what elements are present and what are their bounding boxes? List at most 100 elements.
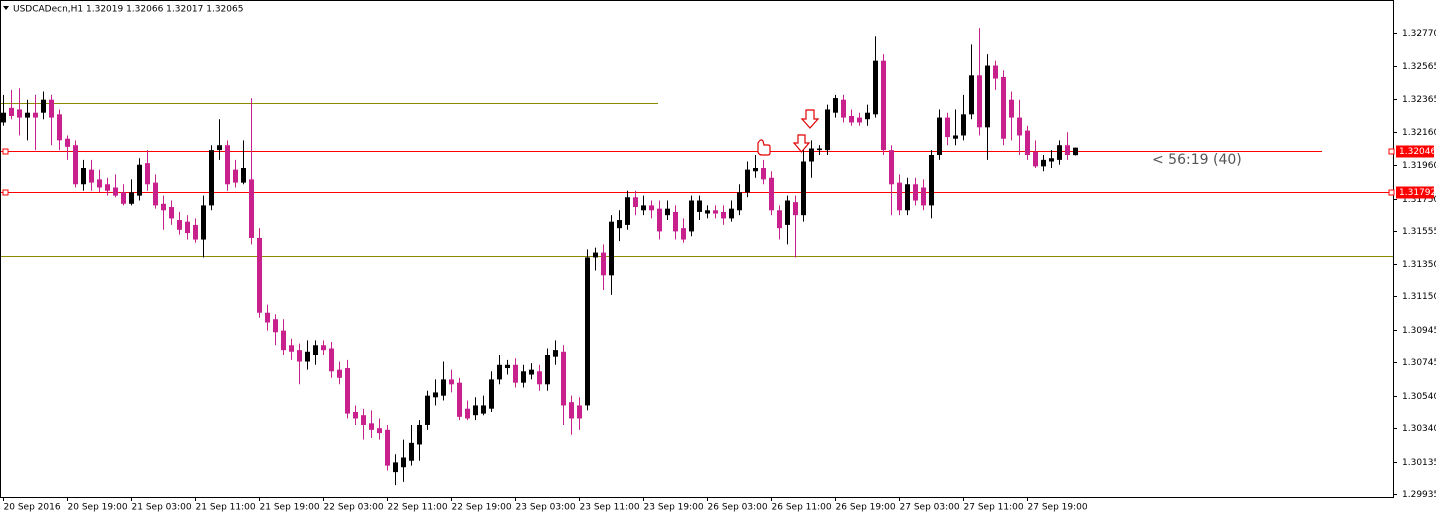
candle-body — [185, 221, 190, 234]
line-handle — [1388, 189, 1395, 196]
candle-body — [1033, 151, 1038, 167]
candle-body — [137, 164, 142, 196]
candle-body — [481, 405, 486, 414]
candle-body — [289, 345, 294, 352]
candle-body — [633, 197, 638, 208]
price-label-box — [1396, 145, 1434, 158]
x-tick-label: 21 Sep 19:00 — [260, 503, 320, 513]
countdown-annotation: < 56:19 (40) — [1152, 152, 1242, 168]
candle-body — [1065, 145, 1070, 155]
candle-body — [681, 228, 686, 240]
candle-body — [1049, 158, 1054, 162]
candle-body — [641, 205, 646, 211]
y-tick-label: 1.31555 — [1402, 227, 1436, 237]
candle-body — [65, 138, 70, 147]
candle-body — [297, 350, 302, 362]
x-tick-label: 23 Sep 19:00 — [644, 503, 704, 513]
candle-body — [873, 60, 878, 115]
candle-body — [353, 411, 358, 419]
y-tick-label: 1.30540 — [1402, 392, 1436, 402]
candle-body — [777, 210, 782, 229]
candle-body — [313, 345, 318, 356]
candle-body — [545, 355, 550, 385]
y-tick-label: 1.30340 — [1402, 424, 1436, 434]
candle-body — [729, 208, 734, 219]
x-tick-label: 20 Sep 19:00 — [68, 503, 128, 513]
candle-body — [697, 200, 702, 212]
y-tick-label: 1.30945 — [1402, 326, 1436, 336]
candle-body — [601, 252, 606, 276]
candle-body — [1001, 76, 1006, 139]
line-handle — [1388, 148, 1395, 155]
x-tick-label: 27 Sep 03:00 — [900, 503, 960, 513]
candle-body — [393, 462, 398, 473]
candle-body — [513, 364, 518, 383]
candle-body — [1, 112, 6, 123]
candle-body — [953, 135, 958, 139]
candle-body — [201, 205, 206, 240]
candle-body — [217, 145, 222, 151]
x-tick-label: 23 Sep 11:00 — [580, 503, 640, 513]
candle-body — [801, 161, 806, 216]
chart-title: USDCADecn,H1 1.32019 1.32066 1.32017 1.3… — [13, 5, 243, 15]
candle-body — [337, 369, 342, 378]
candle-body — [497, 364, 502, 380]
y-tick-label: 1.32365 — [1402, 95, 1436, 105]
x-tick-label: 27 Sep 19:00 — [1028, 503, 1088, 513]
axis-layer: 1.32770 1.32565 1.32365 1.32160 1.31960 1.317… — [3, 29, 1436, 513]
candle-body — [825, 109, 830, 151]
candle-body — [649, 205, 654, 211]
line-handle — [2, 148, 9, 155]
candle-body — [129, 192, 134, 204]
candle-body — [169, 207, 174, 219]
candle-body — [209, 150, 214, 206]
candle-body — [961, 114, 966, 136]
candle-body — [273, 319, 278, 333]
candle-body — [833, 98, 838, 113]
candle-body — [73, 145, 78, 185]
candle-body — [985, 65, 990, 128]
candle-body — [145, 163, 150, 185]
candle-body — [49, 99, 54, 118]
candle-body — [849, 115, 854, 123]
x-tick-label: 20 Sep 2016 — [4, 503, 61, 513]
candle-body — [1041, 159, 1046, 167]
candle-body — [785, 200, 790, 225]
candle-body — [769, 177, 774, 211]
y-tick-label: 1.32160 — [1402, 128, 1436, 138]
candle-body — [529, 369, 534, 375]
candle-body — [593, 252, 598, 258]
candle-body — [449, 379, 454, 385]
y-tick-label: 1.31350 — [1402, 260, 1436, 270]
candle-body — [257, 237, 262, 313]
candle-body — [377, 428, 382, 434]
line-handle — [2, 189, 9, 196]
candle-body — [921, 187, 926, 206]
candle-body — [561, 351, 566, 406]
candle-body — [425, 395, 430, 425]
candle-body — [977, 75, 982, 128]
y-tick-label: 1.30135 — [1402, 458, 1436, 468]
candle-body — [417, 424, 422, 445]
candle-body — [25, 112, 30, 118]
candle-body — [9, 107, 14, 116]
y-tick-label: 1.31150 — [1402, 292, 1436, 302]
price-label: 1.32046 — [1399, 147, 1436, 157]
candle-body — [945, 117, 950, 138]
signal-hand — [757, 139, 771, 156]
x-tick-label: 22 Sep 03:00 — [324, 503, 384, 513]
candle-body — [161, 203, 166, 211]
x-tick-label: 26 Sep 03:00 — [708, 503, 768, 513]
candle-body — [17, 109, 22, 118]
candle-body — [281, 330, 286, 351]
candle-body — [241, 167, 246, 183]
candle-body — [761, 167, 766, 180]
candle-body — [713, 210, 718, 214]
x-tick-label: 22 Sep 11:00 — [388, 503, 448, 513]
candle-body — [881, 60, 886, 151]
candle-body — [865, 112, 870, 120]
candles-layer — [1, 28, 1078, 486]
candle-body — [905, 184, 910, 211]
candle-body — [113, 187, 118, 196]
